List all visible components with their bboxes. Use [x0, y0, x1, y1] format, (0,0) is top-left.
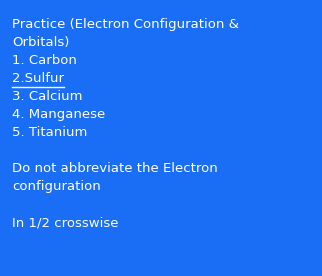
Text: In 1/2 crosswise: In 1/2 crosswise [12, 216, 118, 229]
Text: 1. Carbon: 1. Carbon [12, 54, 77, 67]
Text: configuration: configuration [12, 180, 101, 193]
Text: 2.Sulfur: 2.Sulfur [12, 72, 64, 85]
Text: Orbitals): Orbitals) [12, 36, 69, 49]
Text: 3. Calcium: 3. Calcium [12, 90, 82, 103]
Text: 4. Manganese: 4. Manganese [12, 108, 105, 121]
Text: Do not abbreviate the Electron: Do not abbreviate the Electron [12, 162, 218, 175]
Text: Practice (Electron Configuration &: Practice (Electron Configuration & [12, 18, 239, 31]
Text: 5. Titanium: 5. Titanium [12, 126, 87, 139]
FancyBboxPatch shape [2, 2, 320, 274]
